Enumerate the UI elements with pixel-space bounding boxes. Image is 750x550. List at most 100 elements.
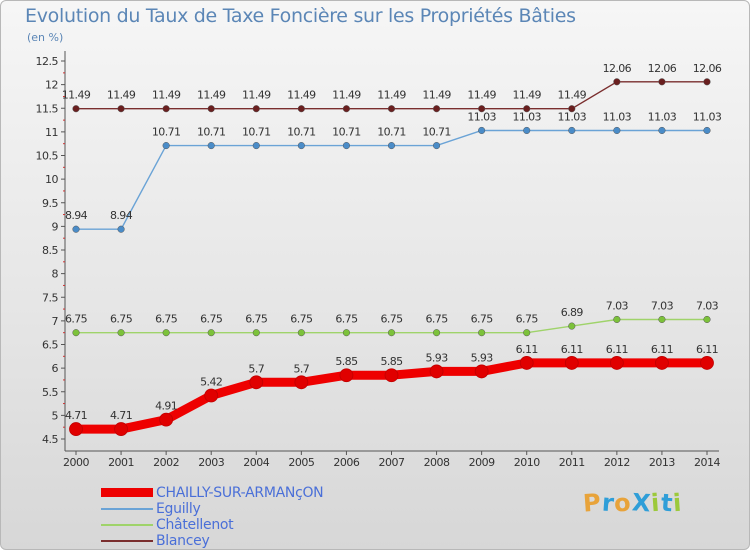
data-point-chailly-sur-arman-on: [339, 368, 354, 383]
data-label-eguilly: 10.71: [287, 126, 316, 139]
data-point-blancey: [703, 78, 711, 86]
data-label-eguilly: 10.71: [152, 126, 181, 139]
x-tick-label: 2014: [694, 456, 720, 469]
data-point-chailly-sur-arman-on: [159, 412, 174, 427]
data-point-chailly-sur-arman-on: [655, 356, 669, 370]
data-point-eguilly: [252, 142, 260, 150]
data-label-blancey: 11.49: [287, 89, 316, 102]
data-label-eguilly: 10.71: [422, 126, 451, 139]
data-point-blancey: [658, 78, 666, 86]
data-point-chailly-sur-arman-on: [519, 356, 534, 370]
data-point-eguilly: [478, 126, 486, 135]
data-point-eguilly: [297, 142, 305, 150]
data-point-eguilly: [207, 142, 215, 150]
y-tick-label: 5: [52, 409, 59, 422]
data-point-ch-tellenot: [478, 329, 486, 337]
data-label-chailly-sur-arman-on: 4.91: [155, 400, 177, 413]
data-label-blancey: 11.49: [558, 89, 587, 102]
legend-swatch: [101, 488, 153, 497]
data-point-chailly-sur-arman-on: [114, 422, 128, 436]
data-label-eguilly: 11.03: [467, 110, 496, 123]
data-point-ch-tellenot: [568, 322, 576, 330]
logo-letter: o: [613, 488, 633, 518]
data-label-ch-tellenot: 6.75: [426, 313, 449, 326]
data-point-blancey: [72, 105, 80, 113]
data-label-ch-tellenot: 6.75: [380, 313, 403, 326]
y-tick-label: 9.5: [42, 197, 58, 210]
x-tick-label: 2004: [243, 456, 269, 469]
data-point-chailly-sur-arman-on: [249, 375, 264, 390]
data-label-ch-tellenot: 6.89: [561, 306, 584, 319]
data-point-chailly-sur-arman-on: [69, 422, 83, 436]
legend-label: CHAILLY-SUR-ARMANçON: [156, 485, 324, 501]
y-tick-label: 7.5: [42, 291, 58, 304]
data-point-ch-tellenot: [658, 315, 666, 324]
data-point-blancey: [342, 105, 350, 113]
data-point-blancey: [613, 78, 621, 86]
data-label-ch-tellenot: 6.75: [110, 313, 133, 326]
data-point-blancey: [433, 105, 441, 113]
data-point-eguilly: [433, 142, 441, 150]
data-point-blancey: [207, 105, 215, 113]
data-point-blancey: [523, 105, 531, 113]
data-label-eguilly: 11.03: [603, 110, 632, 123]
data-label-blancey: 12.06: [693, 62, 722, 75]
data-point-eguilly: [117, 225, 125, 233]
proxiti-logo: ProXiti: [582, 488, 684, 518]
legend-label: Eguilly: [156, 501, 201, 517]
data-point-ch-tellenot: [72, 329, 80, 337]
data-label-blancey: 11.49: [377, 89, 406, 102]
data-label-blancey: 11.49: [242, 89, 271, 102]
data-label-blancey: 11.49: [107, 89, 136, 102]
data-label-eguilly: 11.03: [648, 110, 677, 123]
logo-letter: i: [672, 488, 684, 518]
data-point-ch-tellenot: [162, 329, 170, 337]
data-point-chailly-sur-arman-on: [700, 356, 714, 370]
x-tick-label: 2010: [514, 456, 540, 469]
data-point-eguilly: [523, 126, 531, 135]
y-tick-label: 11: [45, 126, 58, 139]
data-label-chailly-sur-arman-on: 5.85: [335, 355, 358, 368]
data-point-ch-tellenot: [433, 329, 441, 337]
data-point-blancey: [117, 105, 125, 113]
data-point-ch-tellenot: [703, 315, 711, 324]
data-point-blancey: [387, 105, 396, 113]
y-tick-label: 12: [45, 79, 58, 92]
data-label-chailly-sur-arman-on: 6.11: [696, 343, 718, 356]
data-label-blancey: 11.49: [332, 89, 361, 102]
data-label-ch-tellenot: 7.03: [606, 299, 629, 312]
data-label-chailly-sur-arman-on: 4.71: [110, 409, 132, 422]
data-label-eguilly: 11.03: [693, 110, 722, 123]
x-tick-label: 2013: [649, 456, 675, 469]
data-point-chailly-sur-arman-on: [294, 375, 309, 390]
data-point-eguilly: [342, 142, 350, 150]
x-tick-label: 2008: [424, 456, 450, 469]
data-label-blancey: 11.49: [422, 89, 451, 102]
x-tick-label: 2011: [559, 456, 585, 469]
x-tick-label: 2007: [379, 456, 405, 469]
data-label-eguilly: 10.71: [242, 126, 271, 139]
y-tick-label: 8: [52, 268, 59, 281]
data-point-ch-tellenot: [297, 329, 305, 337]
x-tick-label: 2006: [333, 456, 359, 469]
data-label-ch-tellenot: 6.75: [200, 313, 223, 326]
data-point-ch-tellenot: [613, 315, 621, 324]
y-tick-label: 12.5: [36, 55, 59, 68]
y-tick-label: 8.5: [42, 244, 58, 257]
data-label-eguilly: 11.03: [512, 110, 541, 123]
data-label-blancey: 12.06: [648, 62, 677, 75]
legend-swatch: [101, 540, 153, 542]
data-label-chailly-sur-arman-on: 4.71: [65, 409, 87, 422]
data-label-ch-tellenot: 6.75: [155, 313, 178, 326]
data-point-blancey: [478, 105, 486, 113]
data-label-ch-tellenot: 6.75: [516, 313, 539, 326]
logo-letter: X: [630, 488, 653, 518]
y-tick-label: 6: [52, 362, 59, 375]
legend-label: Blancey: [156, 533, 210, 549]
data-label-chailly-sur-arman-on: 5.93: [426, 351, 449, 364]
data-point-eguilly: [613, 126, 621, 135]
logo-letter: P: [582, 488, 603, 518]
data-point-chailly-sur-arman-on: [564, 356, 579, 370]
data-label-chailly-sur-arman-on: 6.11: [651, 343, 673, 356]
